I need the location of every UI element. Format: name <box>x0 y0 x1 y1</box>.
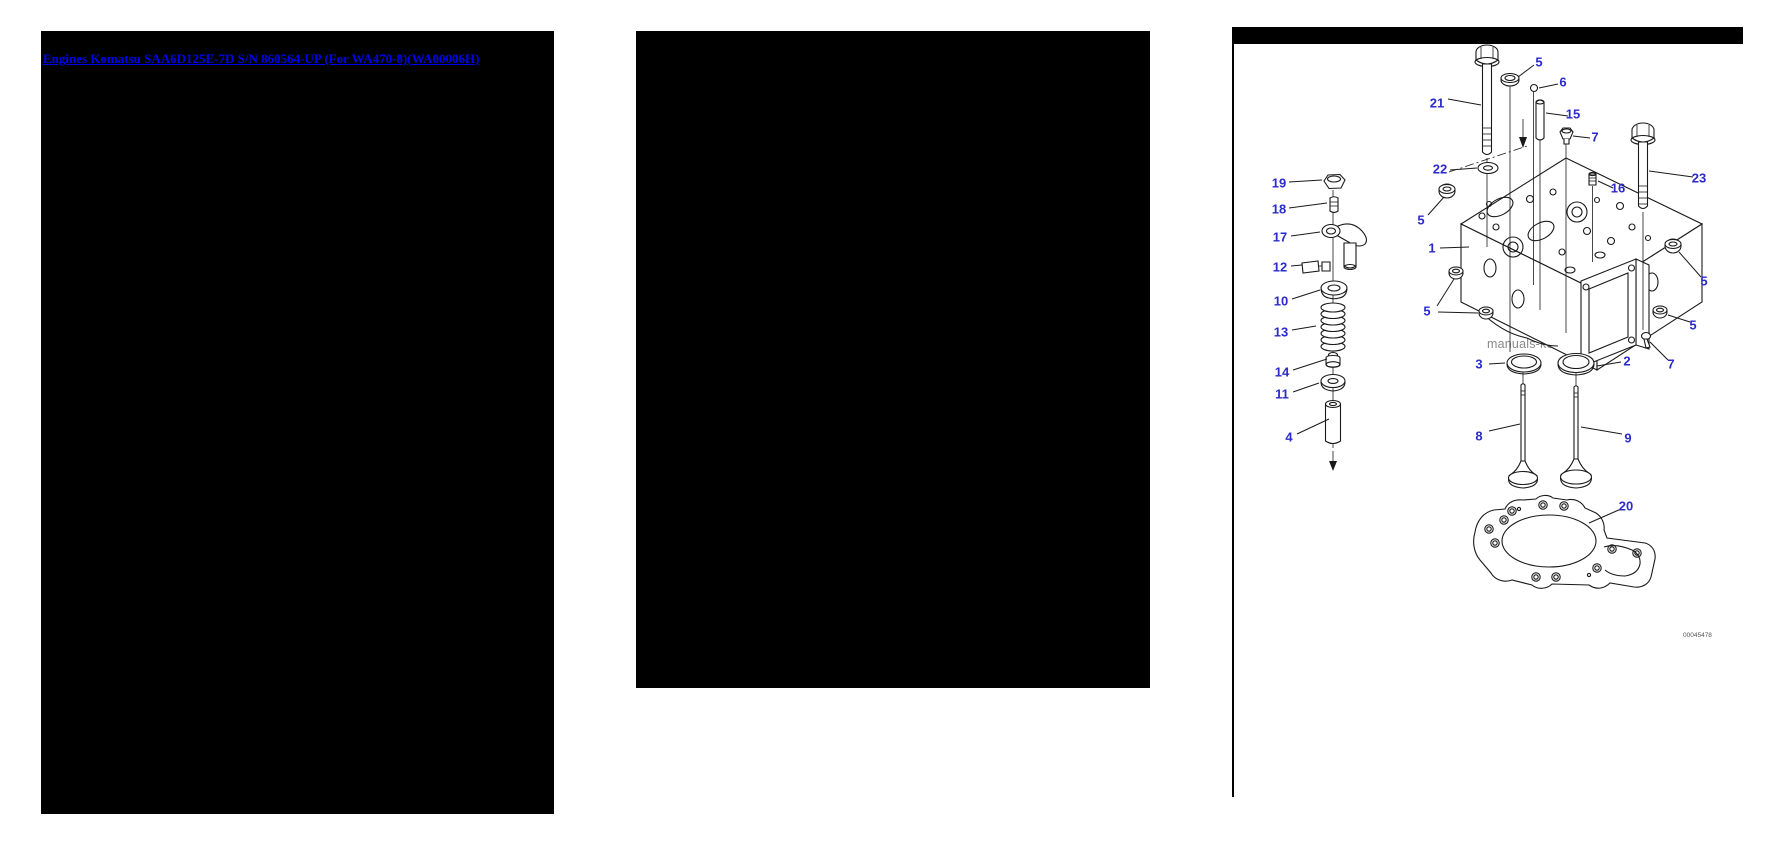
callout-15[interactable]: 15 <box>1565 106 1581 122</box>
callout-23[interactable]: 23 <box>1691 170 1707 186</box>
callout-5[interactable]: 5 <box>1689 317 1697 333</box>
callout-5[interactable]: 5 <box>1417 212 1425 228</box>
callout-14[interactable]: 14 <box>1274 364 1290 380</box>
callout-17[interactable]: 17 <box>1272 229 1288 245</box>
callout-5[interactable]: 5 <box>1700 273 1708 289</box>
page-thumbnail-1 <box>41 31 554 814</box>
callout-13[interactable]: 13 <box>1273 324 1289 340</box>
callout-16[interactable]: 16 <box>1610 180 1626 196</box>
callout-21[interactable]: 21 <box>1429 95 1445 111</box>
callout-18[interactable]: 18 <box>1271 201 1287 217</box>
callout-9[interactable]: 9 <box>1624 430 1632 446</box>
callout-7[interactable]: 7 <box>1667 356 1675 372</box>
callout-20[interactable]: 20 <box>1618 498 1634 514</box>
figure-code: 00045478 <box>1683 632 1712 639</box>
model-link[interactable]: Engines Komatsu SAA6D125E-7D S/N 860564-… <box>43 51 480 66</box>
diagram-header-bar <box>1232 27 1743 44</box>
callout-5[interactable]: 5 <box>1423 303 1431 319</box>
callout-6[interactable]: 6 <box>1559 74 1567 90</box>
callout-4[interactable]: 4 <box>1285 429 1293 445</box>
callout-8[interactable]: 8 <box>1475 428 1483 444</box>
callout-12[interactable]: 12 <box>1272 259 1288 275</box>
callout-10[interactable]: 10 <box>1273 293 1289 309</box>
diagram-border-line <box>1232 27 1234 797</box>
callout-1[interactable]: 1 <box>1428 240 1436 256</box>
callout-22[interactable]: 22 <box>1432 161 1448 177</box>
callout-2[interactable]: 2 <box>1623 353 1631 369</box>
callout-11[interactable]: 11 <box>1275 386 1289 402</box>
callout-19[interactable]: 19 <box>1271 175 1287 191</box>
callout-5[interactable]: 5 <box>1535 54 1543 70</box>
callout-7[interactable]: 7 <box>1591 129 1599 145</box>
callout-3[interactable]: 3 <box>1475 356 1483 372</box>
page-thumbnail-2 <box>636 31 1150 688</box>
